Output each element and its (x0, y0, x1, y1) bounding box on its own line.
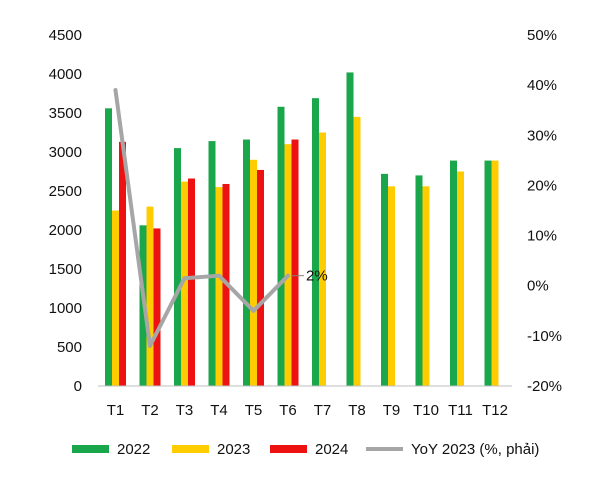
category-label: T5 (245, 402, 263, 419)
bar-2023-T4 (215, 187, 223, 386)
legend-item-2023: 2023 (172, 436, 250, 462)
category-label: T12 (482, 402, 508, 419)
category-label: T3 (176, 402, 194, 419)
bar-2022-T10 (415, 175, 423, 386)
category-label: T8 (348, 402, 366, 419)
bar-2022-T3 (174, 148, 181, 386)
left-axis-tick-label: 4000 (49, 66, 82, 83)
bar-2022-T6 (277, 106, 285, 386)
bar-2024-T2 (153, 228, 161, 386)
yoy-point (113, 88, 118, 93)
legend-label-2022: 2022 (117, 440, 151, 458)
bars (105, 72, 499, 387)
legend-swatch-2023 (172, 445, 209, 453)
right-axis-tick-label: 0% (527, 278, 549, 295)
legend-item-2022: 2022 (72, 436, 150, 462)
right-axis-ticks: -20% -10% 0% 10% 20% 30% 40% 50% (527, 27, 562, 395)
right-axis-tick-label: 10% (527, 228, 557, 245)
bar-2022-T5 (243, 139, 250, 386)
bar-2023-T8 (353, 116, 361, 387)
bar-2023-T5 (250, 159, 257, 386)
legend-label-2023: 2023 (217, 440, 251, 458)
legend-swatch-2022 (72, 445, 109, 453)
left-axis-tick-label: 4500 (49, 27, 82, 44)
bar-2023-T3 (181, 181, 188, 386)
category-label: T11 (448, 402, 473, 419)
left-axis-ticks: 0 500 1000 1500 2000 2500 3000 3500 4000 4500 (49, 27, 82, 395)
right-axis-tick-label: -10% (527, 328, 562, 345)
left-axis-tick-label: 1000 (49, 300, 82, 317)
left-axis-tick-label: 0 (74, 378, 82, 395)
right-axis-tick-label: -20% (527, 378, 562, 395)
bar-2023-T2 (146, 206, 154, 386)
left-axis-tick-label: 1500 (49, 261, 82, 278)
bar-2023-T6 (284, 144, 292, 386)
annotation: 2% (292, 268, 328, 285)
right-axis-tick-label: 40% (527, 77, 557, 94)
bar-2023-T10 (422, 186, 430, 386)
left-axis-tick-label: 500 (57, 339, 82, 356)
category-label: T2 (141, 402, 159, 419)
bar-2022-T8 (346, 72, 354, 386)
category-label: T7 (314, 402, 332, 419)
legend-item-yoy: YoY 2023 (%, phải) (366, 436, 539, 462)
category-label: T1 (107, 402, 125, 419)
bar-2024-T1 (119, 141, 126, 386)
legend-swatch-2024 (270, 445, 307, 453)
category-label: T10 (413, 402, 439, 419)
bar-2023-T7 (319, 132, 326, 386)
left-axis-tick-label: 3000 (49, 144, 82, 161)
bar-2022-T9 (381, 173, 388, 386)
legend: 2022 2023 2024 YoY 2023 (%, phải) (0, 436, 610, 462)
bar-2024-T6 (291, 139, 299, 386)
legend-label-yoy: YoY 2023 (%, phải) (411, 440, 540, 458)
bar-2022-T1 (105, 108, 112, 386)
bar-2022-T7 (312, 98, 319, 387)
bar-2024-T3 (188, 178, 195, 386)
annotation-label: 2% (306, 268, 328, 285)
category-labels: T1 T2 T3 T4 T5 T6 T7 T8 T9 T10 T11 T12 (107, 402, 508, 419)
legend-item-2024: 2024 (270, 436, 348, 462)
bar-2022-T12 (484, 160, 492, 386)
category-label: T6 (279, 402, 297, 419)
yoy-point (148, 343, 152, 348)
yoy-point (182, 276, 187, 281)
right-axis-tick-label: 50% (527, 27, 557, 44)
category-label: T4 (210, 402, 228, 419)
yoy-line (113, 88, 290, 348)
bar-2024-T5 (257, 169, 264, 386)
yoy-point (251, 308, 256, 313)
left-axis-tick-label: 2500 (49, 183, 82, 200)
bar-2023-T11 (457, 171, 464, 386)
yoy-line-group (113, 88, 290, 348)
legend-swatch-yoy (366, 447, 403, 451)
bar-2023-T9 (388, 186, 395, 386)
yoy-point (217, 273, 221, 278)
left-axis-tick-label: 2000 (49, 222, 82, 239)
bar-2023-T12 (491, 160, 499, 386)
category-label: T9 (383, 402, 401, 419)
bar-2022-T4 (208, 141, 216, 386)
bar-2023-T1 (112, 210, 119, 386)
right-axis-tick-label: 30% (527, 127, 557, 144)
yoy-point (286, 273, 290, 278)
left-axis-tick-label: 3500 (49, 105, 82, 122)
legend-label-2024: 2024 (315, 440, 349, 458)
right-axis-tick-label: 20% (527, 177, 557, 194)
bar-2022-T11 (450, 160, 457, 386)
